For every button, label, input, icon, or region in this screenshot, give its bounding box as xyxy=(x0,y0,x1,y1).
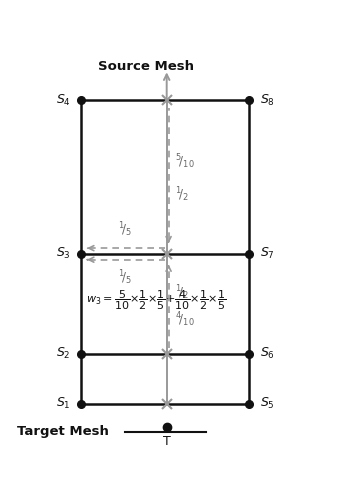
Text: $w_3{=}\dfrac{5}{10}{\times}\dfrac{1}{2}{\times}\dfrac{1}{5}{+}\dfrac{4}{10}{\ti: $w_3{=}\dfrac{5}{10}{\times}\dfrac{1}{2}… xyxy=(86,288,226,312)
Text: $S_5$: $S_5$ xyxy=(260,396,275,411)
Text: $S_4$: $S_4$ xyxy=(56,93,70,108)
Text: $S_3$: $S_3$ xyxy=(56,247,70,261)
Text: T: T xyxy=(163,435,171,448)
Text: $^5\!/_{10}$: $^5\!/_{10}$ xyxy=(175,152,194,171)
Text: $S_8$: $S_8$ xyxy=(260,93,275,108)
Text: $S_7$: $S_7$ xyxy=(260,247,275,261)
Text: Target Mesh: Target Mesh xyxy=(17,425,109,438)
Text: $^1\!/_2$: $^1\!/_2$ xyxy=(175,185,189,204)
Text: $^4\!/_{10}$: $^4\!/_{10}$ xyxy=(175,310,194,328)
Text: Source Mesh: Source Mesh xyxy=(98,60,194,73)
Text: $^1\!/_5$: $^1\!/_5$ xyxy=(118,220,132,239)
Text: $S_6$: $S_6$ xyxy=(260,346,275,361)
Text: $^1\!/_2$: $^1\!/_2$ xyxy=(175,283,189,302)
Text: $^1\!/_5$: $^1\!/_5$ xyxy=(118,268,132,287)
Text: $S_1$: $S_1$ xyxy=(56,396,70,411)
Text: $S_2$: $S_2$ xyxy=(56,346,70,361)
